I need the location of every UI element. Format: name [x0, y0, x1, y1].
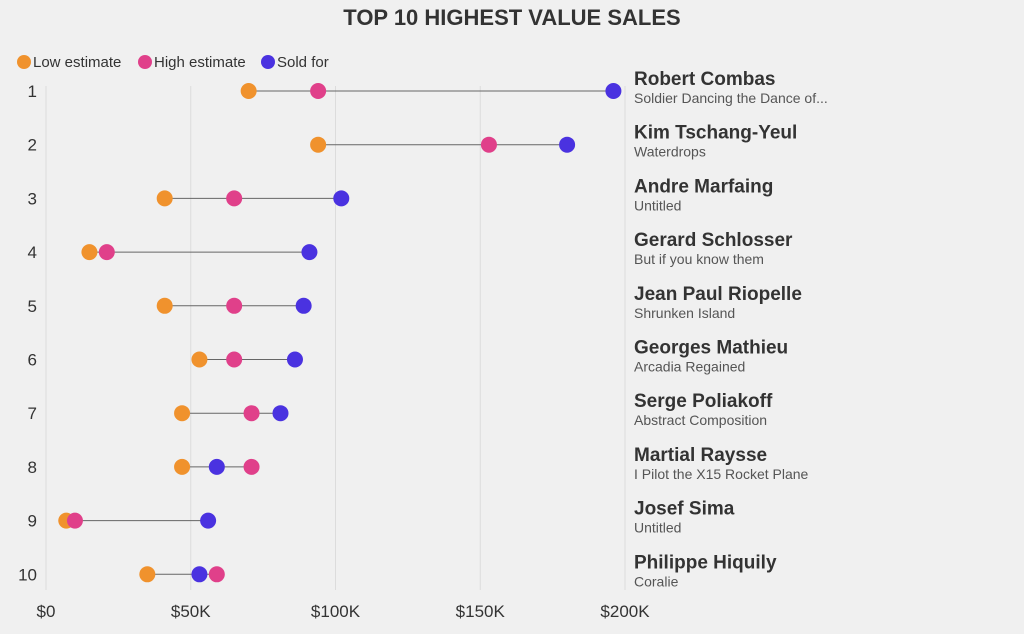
artwork-title: Arcadia Regained — [634, 359, 745, 375]
artist-name: Kim Tschang-Yeul — [634, 123, 797, 144]
high-point — [98, 244, 115, 261]
artist-name: Robert Combas — [634, 69, 775, 90]
rank-label: 7 — [28, 404, 37, 423]
high-point — [66, 512, 83, 529]
low-point — [191, 351, 208, 368]
rank-label: 4 — [28, 243, 37, 262]
sold-point — [559, 136, 576, 153]
artwork-title: Untitled — [634, 520, 681, 536]
x-tick-label: $0 — [37, 602, 56, 621]
legend-label-low: Low estimate — [33, 54, 121, 71]
low-point — [139, 566, 156, 583]
artwork-title: I Pilot the X15 Rocket Plane — [634, 466, 809, 482]
low-point — [174, 458, 191, 475]
artist-name: Serge Poliakoff — [634, 391, 773, 412]
artwork-title: Abstract Composition — [634, 412, 767, 428]
rank-label: 1 — [28, 82, 37, 101]
high-point — [243, 405, 260, 422]
x-tick-label: $50K — [171, 602, 211, 621]
x-tick-label: $200K — [600, 602, 650, 621]
rank-label: 6 — [28, 351, 37, 370]
low-point — [156, 297, 173, 314]
rank-label: 5 — [28, 297, 37, 316]
sold-point — [191, 566, 208, 583]
high-point — [208, 566, 225, 583]
artwork-title: Waterdrops — [634, 144, 706, 160]
sold-point — [295, 297, 312, 314]
sold-point — [333, 190, 350, 207]
sold-point — [208, 458, 225, 475]
sold-point — [200, 512, 217, 529]
sold-point — [301, 244, 318, 261]
high-point — [226, 351, 243, 368]
sold-point — [272, 405, 289, 422]
x-tick-label: $150K — [456, 602, 506, 621]
legend-marker-high — [138, 55, 152, 69]
legend-label-sold: Sold for — [277, 54, 329, 71]
artist-name: Georges Mathieu — [634, 338, 788, 359]
legend-marker-sold — [261, 55, 275, 69]
legend-label-high: High estimate — [154, 54, 246, 71]
artist-name: Josef Sima — [634, 499, 735, 520]
sold-point — [286, 351, 303, 368]
rank-label: 9 — [28, 512, 37, 531]
artist-name: Philippe Hiquily — [634, 552, 777, 573]
artist-name: Martial Raysse — [634, 445, 767, 466]
artwork-title: Coralie — [634, 573, 679, 589]
low-point — [310, 136, 327, 153]
high-point — [226, 190, 243, 207]
rank-label: 8 — [28, 458, 37, 477]
chart-title: TOP 10 HIGHEST VALUE SALES — [343, 5, 680, 30]
artwork-title: But if you know them — [634, 251, 764, 267]
rank-label: 10 — [18, 565, 37, 584]
low-point — [156, 190, 173, 207]
low-point — [174, 405, 191, 422]
high-point — [243, 458, 260, 475]
artist-name: Gerard Schlosser — [634, 230, 793, 251]
artwork-title: Shrunken Island — [634, 305, 735, 321]
artwork-title: Untitled — [634, 197, 681, 213]
artwork-title: Soldier Dancing the Dance of... — [634, 90, 828, 106]
high-point — [226, 297, 243, 314]
legend: Low estimate High estimate Sold for — [17, 54, 329, 71]
low-point — [81, 244, 98, 261]
artist-name: Jean Paul Riopelle — [634, 284, 802, 305]
rank-label: 3 — [28, 189, 37, 208]
legend-marker-low — [17, 55, 31, 69]
artist-name: Andre Marfaing — [634, 176, 773, 197]
sold-point — [605, 83, 622, 99]
grid-lines — [45, 86, 626, 590]
rank-label: 2 — [28, 136, 37, 155]
low-point — [240, 83, 257, 99]
high-point — [480, 136, 497, 153]
x-axis: $0 $50K $100K $150K $200K — [37, 602, 651, 621]
x-tick-label: $100K — [311, 602, 361, 621]
high-point — [310, 83, 327, 99]
